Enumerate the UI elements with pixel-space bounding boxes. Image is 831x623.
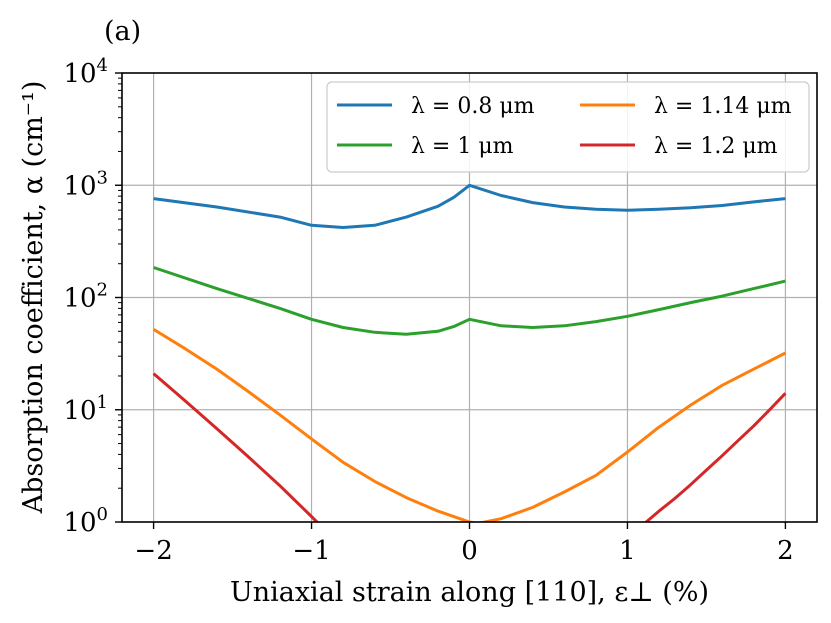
axis-ticks: [115, 72, 787, 529]
legend-label: λ = 1.2 μm: [654, 134, 778, 159]
series-line-4: [152, 372, 787, 522]
x-tick-label: 1: [619, 536, 636, 566]
y-tick-labels: 100 101 102 103 104: [63, 55, 108, 538]
legend-label: λ = 1.14 μm: [654, 94, 792, 119]
y-tick-label: 103: [63, 167, 108, 201]
series-line-3: [152, 328, 787, 522]
series-line-1: [153, 183, 786, 229]
x-tick-label: 2: [777, 536, 794, 566]
x-axis-label: Uniaxial strain along [110], ε⊥ (%): [230, 577, 709, 608]
legend-label: λ = 1 μm: [411, 134, 514, 159]
legend-frame: [326, 81, 810, 173]
legend: λ = 0.8 μm λ = 1 μm λ = 1.14 μm λ = 1.2 μm: [326, 81, 810, 173]
x-tick-label: 0: [461, 536, 478, 566]
x-tick-labels: −2 −1 0 1 2: [134, 536, 793, 566]
legend-label: λ = 0.8 μm: [411, 94, 535, 119]
x-tick-label: −1: [292, 536, 330, 566]
y-tick-label: 104: [63, 55, 108, 89]
y-axis-label: Absorption coefficient, α (cm⁻¹): [18, 81, 49, 515]
y-tick-label: 102: [63, 280, 108, 314]
panel-label: (a): [104, 16, 141, 47]
series-line-2: [153, 266, 786, 336]
series-group: [152, 183, 787, 522]
y-tick-label: 100: [63, 504, 108, 538]
y-tick-label: 101: [63, 392, 108, 426]
x-tick-label: −2: [134, 536, 172, 566]
